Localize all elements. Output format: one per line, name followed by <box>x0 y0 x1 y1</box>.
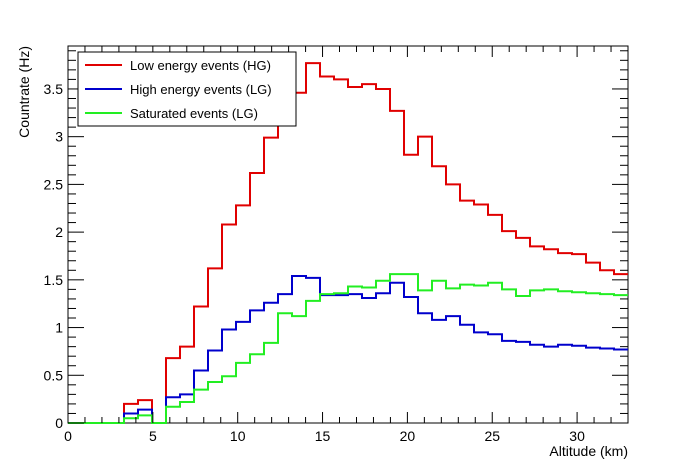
legend: Low energy events (HG) High energy event… <box>77 51 297 127</box>
plot-frame <box>67 45 629 424</box>
x-tick-label: 0 <box>64 428 72 444</box>
series-line-0 <box>68 62 628 424</box>
y-tick-label: 3.5 <box>44 81 64 97</box>
legend-label-high-energy: High energy events (LG) <box>130 82 272 97</box>
ticks-layer: 0 5 10 15 20 25 30 0 0.5 1 1.5 2 2.5 3 3.5 <box>44 46 629 444</box>
x-tick-label: 15 <box>315 428 331 444</box>
x-tick-label: 5 <box>149 428 157 444</box>
series-line-1 <box>68 275 628 424</box>
y-tick-label: 2 <box>55 224 63 240</box>
series-line-2 <box>68 273 628 424</box>
x-tick-label: 30 <box>569 428 585 444</box>
legend-label-low-energy: Low energy events (HG) <box>130 58 271 73</box>
series-layer <box>68 62 628 424</box>
y-tick-label: 2.5 <box>44 176 64 192</box>
y-axis-title: Countrate (Hz) <box>16 46 32 138</box>
x-axis-title: Altitude (km) <box>549 443 628 459</box>
y-tick-label: 0.5 <box>44 367 64 383</box>
y-tick-label: 3 <box>55 129 63 145</box>
legend-label-saturated: Saturated events (LG) <box>130 106 258 121</box>
x-tick-label: 20 <box>400 428 416 444</box>
y-tick-label: 1.5 <box>44 272 64 288</box>
x-tick-label: 10 <box>230 428 246 444</box>
y-tick-label: 0 <box>55 415 63 431</box>
y-tick-label: 1 <box>55 320 63 336</box>
x-tick-label: 25 <box>484 428 500 444</box>
